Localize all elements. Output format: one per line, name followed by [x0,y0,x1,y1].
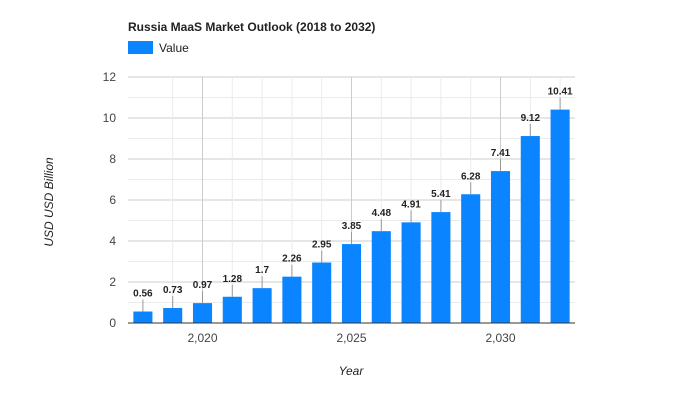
x-tick-label: 2,020 [187,331,217,345]
data-label: 2.26 [282,254,302,265]
bar [431,212,451,323]
bars [133,109,570,323]
data-label: 1.7 [255,265,269,276]
y-tick-label: 4 [109,234,116,248]
y-tick-label: 10 [103,111,117,125]
y-tick-label: 2 [109,275,116,289]
x-tick-label: 2,025 [336,331,366,345]
bar [282,276,302,323]
bar [550,109,570,323]
bar [520,136,540,323]
data-label: 0.73 [163,285,183,296]
y-tick-label: 0 [109,316,116,330]
data-label: 4.48 [372,208,392,219]
data-labels: 0.56 0.73 0.97 1.28 1.7 2.26 2.95 3.85 4.48 4.91 5… [133,87,573,312]
legend-label: Value [159,41,189,55]
legend-swatch [128,41,153,54]
bar [461,194,481,323]
bar [252,288,272,323]
data-label: 0.56 [133,289,153,300]
bar [133,311,153,323]
y-axis-title: USD USD Billion [42,157,56,247]
data-label: 1.28 [223,274,243,285]
x-tick-label: 2,030 [485,331,515,345]
data-label: 6.28 [461,171,481,182]
bar [192,303,213,323]
y-tick-label: 12 [103,70,117,84]
axis-ticks: 0 2 4 6 8 10 12 2,020 2,025 2,030 [103,70,516,345]
bar [312,262,332,323]
data-label: 9.12 [521,113,541,124]
data-label: 2.95 [312,240,332,251]
bar [401,222,421,323]
bar [341,244,362,323]
chart-title: Russia MaaS Market Outlook (2018 to 2032… [128,20,375,34]
x-axis-title: Year [339,364,365,378]
bar [371,231,391,323]
data-label: 3.85 [342,221,362,232]
data-label: 10.41 [548,87,573,98]
data-label: 5.41 [431,189,451,200]
data-label: 4.91 [401,199,421,210]
bar [490,171,511,323]
bar [222,296,242,323]
data-label: 7.41 [491,148,511,159]
y-tick-label: 6 [109,193,116,207]
y-tick-label: 8 [109,152,116,166]
data-label: 0.97 [193,280,213,291]
bar [163,308,183,323]
